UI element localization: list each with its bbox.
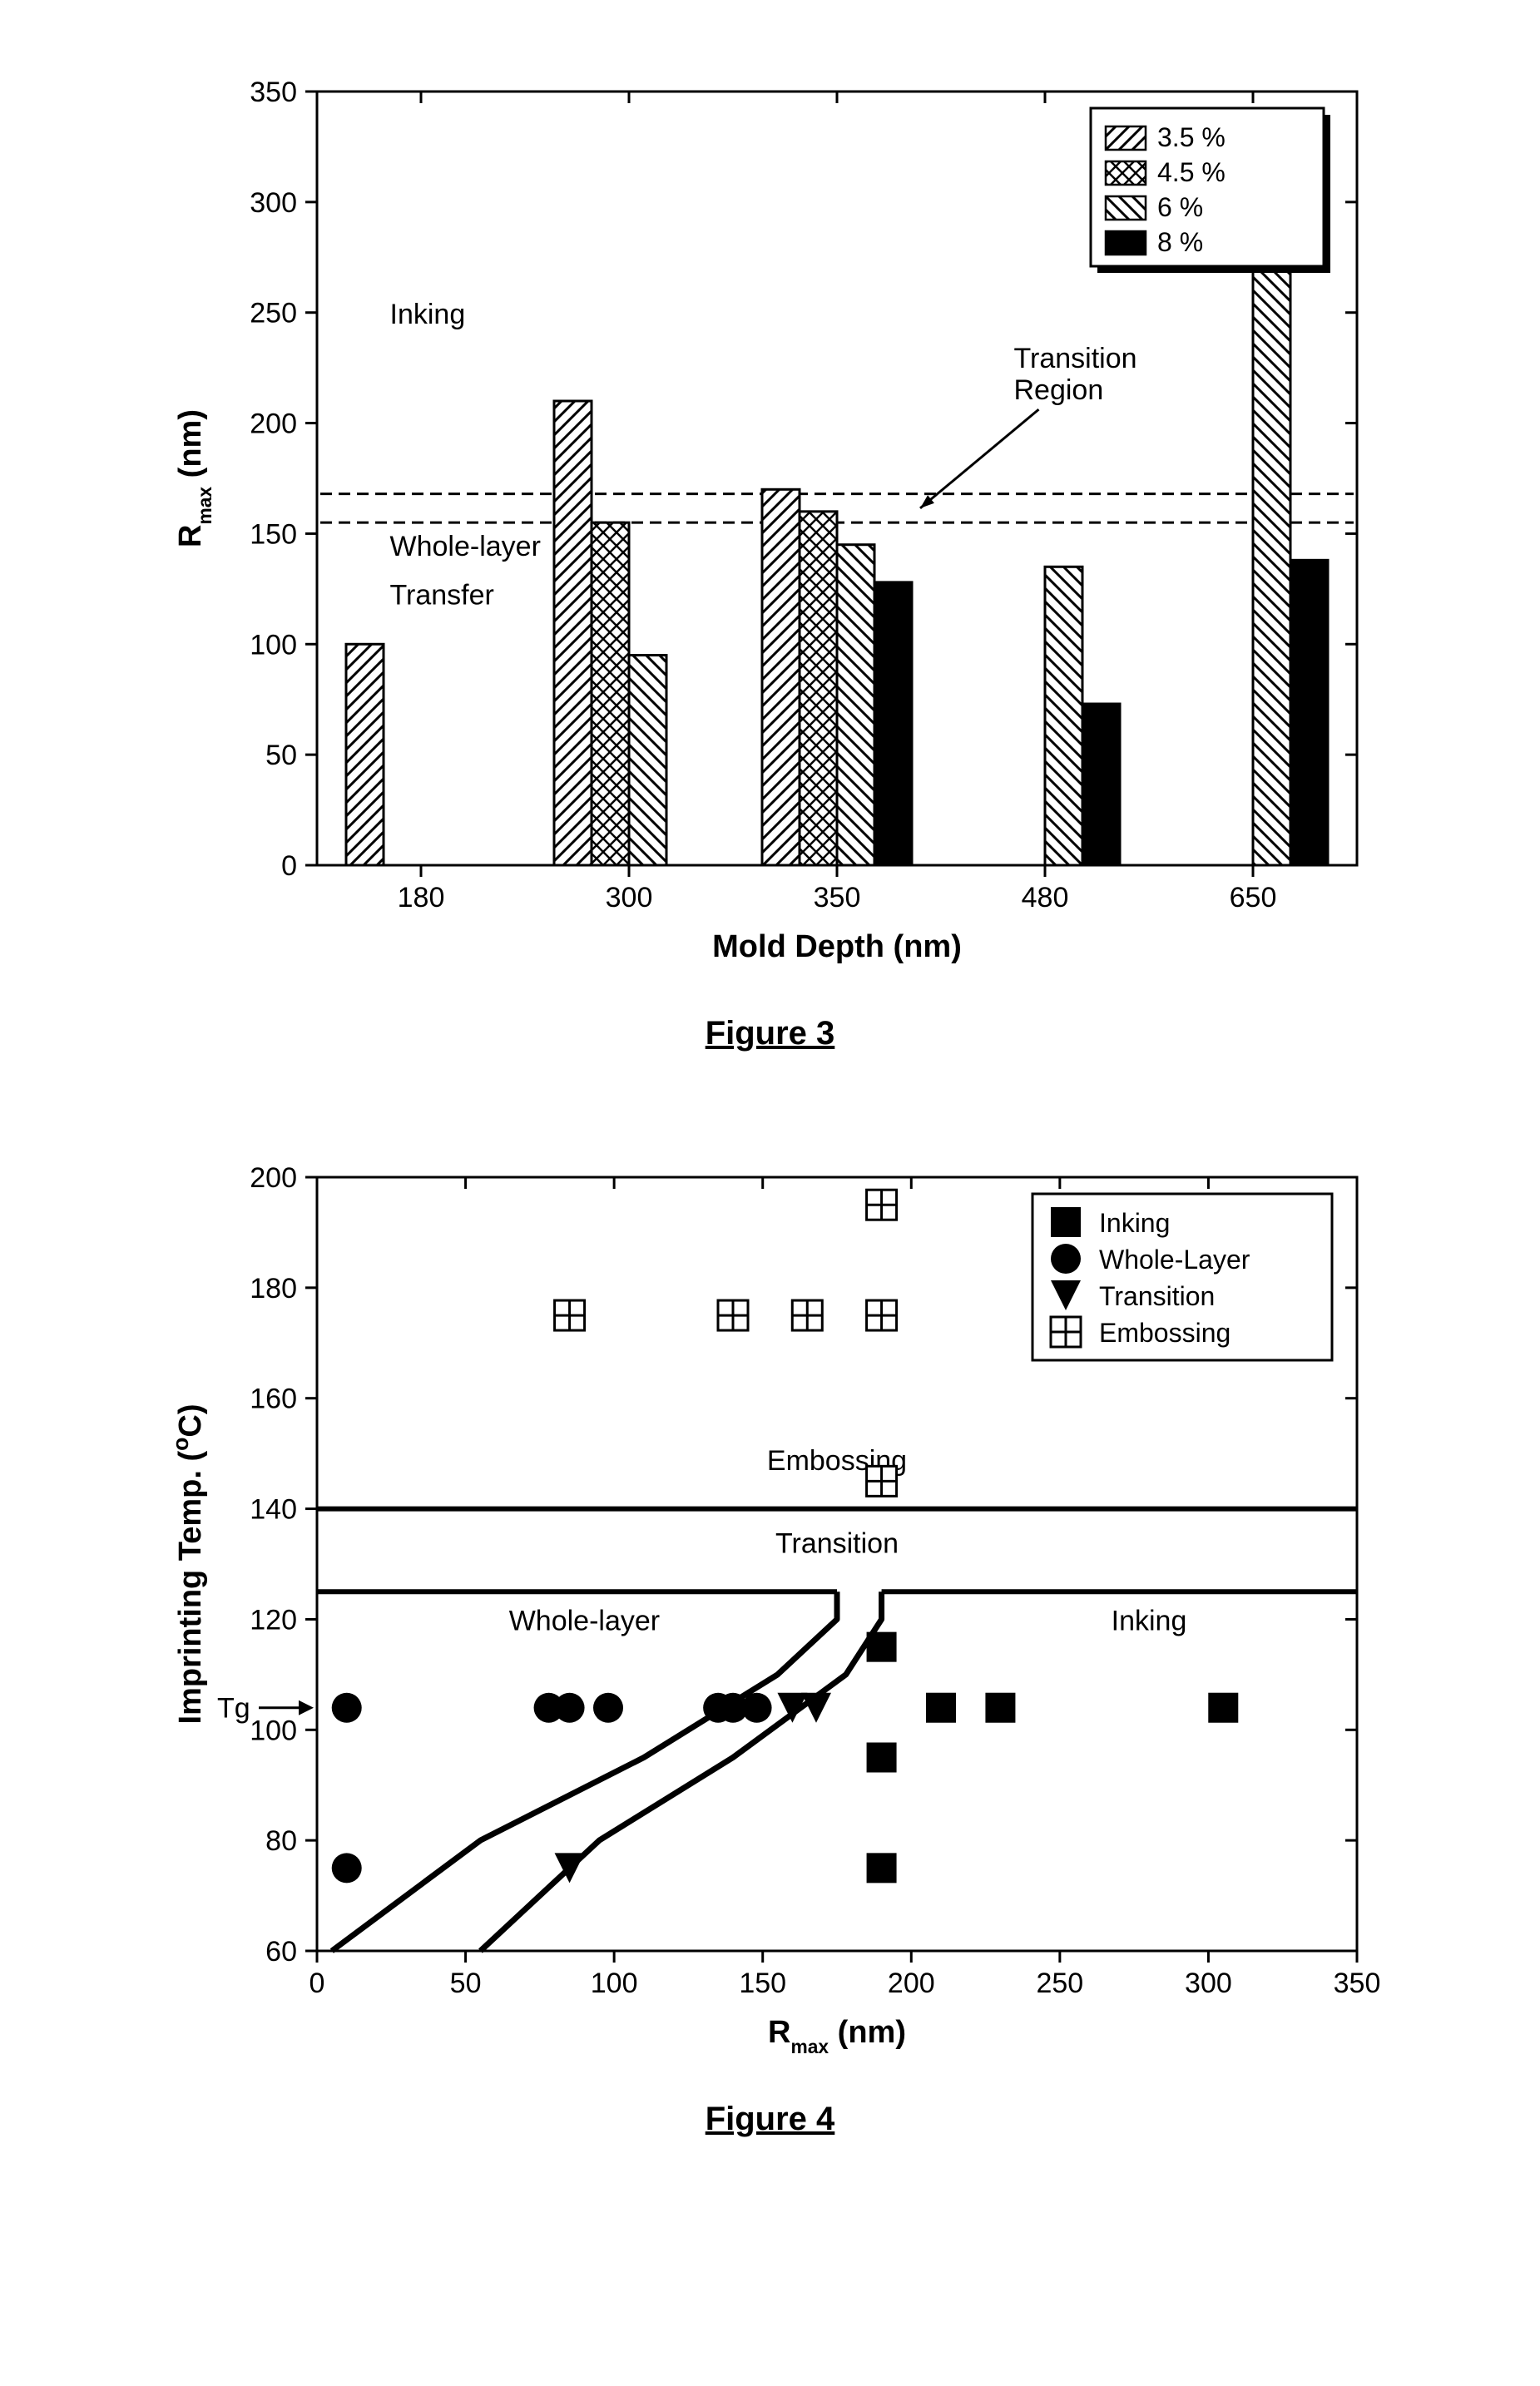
- svg-text:6 %: 6 %: [1157, 192, 1203, 222]
- figure-4-caption: Figure 4: [151, 2101, 1390, 2138]
- svg-text:180: 180: [397, 882, 444, 913]
- svg-text:80: 80: [265, 1825, 297, 1857]
- svg-text:Inking: Inking: [1099, 1208, 1170, 1238]
- svg-text:Transition: Transition: [1013, 343, 1136, 374]
- svg-text:350: 350: [813, 882, 860, 913]
- svg-text:50: 50: [265, 740, 297, 771]
- svg-text:160: 160: [250, 1384, 297, 1415]
- svg-text:140: 140: [250, 1494, 297, 1526]
- svg-text:250: 250: [1036, 1968, 1083, 1999]
- svg-text:8 %: 8 %: [1157, 227, 1203, 257]
- svg-text:200: 200: [250, 408, 297, 440]
- svg-text:Rmax (nm): Rmax (nm): [173, 409, 215, 547]
- svg-text:Region: Region: [1013, 374, 1103, 406]
- svg-text:Whole-layer: Whole-layer: [508, 1606, 659, 1637]
- svg-text:Mold Depth (nm): Mold Depth (nm): [712, 929, 962, 964]
- svg-text:300: 300: [250, 187, 297, 219]
- svg-text:180: 180: [250, 1273, 297, 1304]
- svg-text:650: 650: [1229, 882, 1276, 913]
- svg-text:200: 200: [250, 1162, 297, 1194]
- svg-text:350: 350: [250, 77, 297, 108]
- figure-3-block: 0 50 100 150 200 250 300 350 180 300 350 480 650 Inki…: [151, 67, 1390, 1052]
- page: 0 50 100 150 200 250 300 350 180 300 350 480 650 Inki…: [0, 0, 1540, 2386]
- svg-text:Whole-layer: Whole-layer: [389, 531, 540, 562]
- svg-text:120: 120: [250, 1604, 297, 1636]
- figure-4-block: 0 50 100 150 200 250 300 350 60 80 100 120 140 160 180…: [151, 1152, 1390, 2138]
- svg-text:Transition: Transition: [1099, 1281, 1215, 1311]
- svg-text:Whole-Layer: Whole-Layer: [1099, 1245, 1250, 1275]
- svg-text:Tg: Tg: [217, 1693, 250, 1725]
- svg-text:100: 100: [250, 1715, 297, 1746]
- svg-text:0: 0: [309, 1968, 324, 1999]
- svg-text:100: 100: [590, 1968, 637, 1999]
- svg-text:4.5 %: 4.5 %: [1157, 157, 1226, 187]
- svg-text:Imprinting Temp. (oC): Imprinting Temp. (oC): [168, 1404, 208, 1725]
- svg-text:150: 150: [250, 518, 297, 550]
- svg-text:250: 250: [250, 298, 297, 329]
- svg-text:Inking: Inking: [1111, 1606, 1186, 1637]
- svg-text:60: 60: [265, 1936, 297, 1968]
- svg-text:Embossing: Embossing: [1099, 1318, 1231, 1348]
- svg-text:480: 480: [1021, 882, 1068, 913]
- svg-text:200: 200: [887, 1968, 934, 1999]
- svg-text:3.5 %: 3.5 %: [1157, 122, 1226, 152]
- svg-text:50: 50: [449, 1968, 481, 1999]
- svg-text:300: 300: [1185, 1968, 1232, 1999]
- svg-text:150: 150: [739, 1968, 786, 1999]
- svg-text:Rmax (nm): Rmax (nm): [768, 2015, 906, 2057]
- svg-text:300: 300: [605, 882, 652, 913]
- svg-text:100: 100: [250, 629, 297, 661]
- svg-text:Transfer: Transfer: [389, 579, 493, 611]
- svg-text:Inking: Inking: [389, 299, 465, 330]
- svg-text:Transition: Transition: [775, 1528, 898, 1560]
- svg-text:350: 350: [1333, 1968, 1380, 1999]
- figure-4-chart: 0 50 100 150 200 250 300 350 60 80 100 120 140 160 180…: [151, 1152, 1390, 2067]
- figure-3-caption: Figure 3: [151, 1015, 1390, 1052]
- figure-3-chart: 0 50 100 150 200 250 300 350 180 300 350 480 650 Inki…: [151, 67, 1390, 982]
- svg-text:0: 0: [281, 850, 297, 882]
